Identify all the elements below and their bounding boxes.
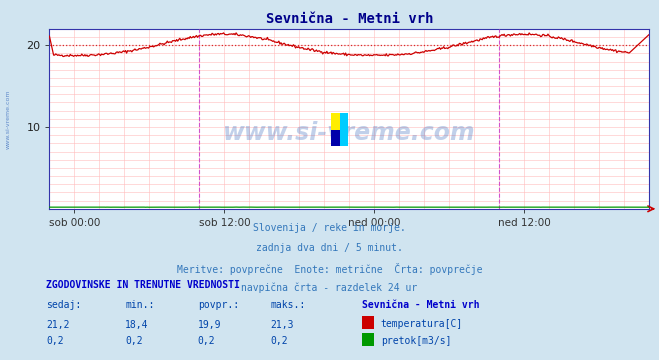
Text: Meritve: povprečne  Enote: metrične  Črta: povprečje: Meritve: povprečne Enote: metrične Črta:…	[177, 263, 482, 275]
Title: Sevnična - Metni vrh: Sevnična - Metni vrh	[266, 12, 433, 26]
Text: 18,4: 18,4	[125, 320, 149, 330]
Bar	[331, 113, 339, 130]
Text: 21,2: 21,2	[46, 320, 70, 330]
Text: 21,3: 21,3	[270, 320, 294, 330]
Bar	[339, 130, 348, 146]
Text: zadnja dva dni / 5 minut.: zadnja dva dni / 5 minut.	[256, 243, 403, 253]
Text: 19,9: 19,9	[198, 320, 221, 330]
Text: navpična črta - razdelek 24 ur: navpična črta - razdelek 24 ur	[241, 283, 418, 293]
Text: pretok[m3/s]: pretok[m3/s]	[381, 336, 451, 346]
Text: Sevnična - Metni vrh: Sevnična - Metni vrh	[362, 300, 480, 310]
Text: povpr.:: povpr.:	[198, 300, 239, 310]
Text: maks.:: maks.:	[270, 300, 305, 310]
Text: 0,2: 0,2	[125, 337, 143, 346]
Text: 0,2: 0,2	[198, 337, 215, 346]
Bar	[331, 130, 339, 146]
Text: sedaj:: sedaj:	[46, 300, 81, 310]
Text: temperatura[C]: temperatura[C]	[381, 319, 463, 329]
Text: 0,2: 0,2	[270, 337, 288, 346]
Text: ZGODOVINSKE IN TRENUTNE VREDNOSTI: ZGODOVINSKE IN TRENUTNE VREDNOSTI	[46, 280, 240, 290]
Bar	[339, 113, 348, 130]
Text: 0,2: 0,2	[46, 337, 64, 346]
Text: Slovenija / reke in morje.: Slovenija / reke in morje.	[253, 223, 406, 233]
Text: min.:: min.:	[125, 300, 155, 310]
Text: www.si-vreme.com: www.si-vreme.com	[223, 121, 476, 145]
Text: www.si-vreme.com: www.si-vreme.com	[5, 89, 11, 149]
